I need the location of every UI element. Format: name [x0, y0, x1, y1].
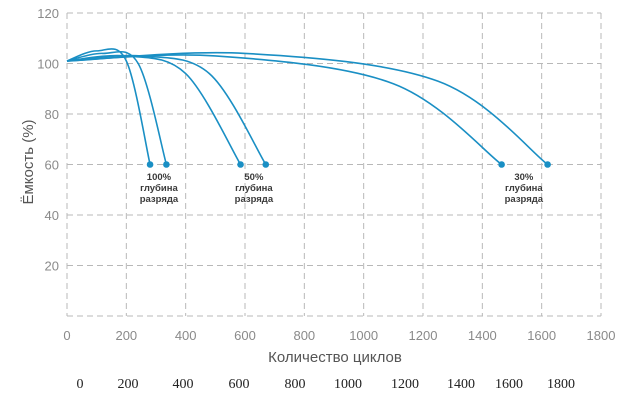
x-tick-label: 1200	[409, 328, 438, 343]
bottom-tick-label: 1200	[391, 377, 419, 392]
depth-annotation: 30% глубина разряда	[505, 172, 544, 205]
bottom-tick-label: 600	[229, 377, 250, 392]
depth-annotation: 100% глубина разряда	[140, 172, 179, 205]
x-tick-label: 0	[63, 328, 70, 343]
series-end-point	[146, 161, 154, 168]
series-end-point	[544, 161, 551, 168]
x-tick-label: 400	[175, 328, 197, 343]
x-tick-labels: 0 200 400 600 800 1000 1200 1400 1600 1800	[63, 328, 615, 343]
series-line	[66, 54, 503, 166]
bottom-tick-labels: 0 200 400 600 800 1000 1200 1400 1600 1800	[77, 377, 576, 392]
series-line	[66, 54, 267, 165]
bottom-tick-label: 0	[77, 377, 84, 392]
y-tick-label: 20	[45, 259, 59, 274]
x-tick-label: 1800	[587, 328, 616, 343]
series-line	[66, 54, 242, 165]
bottom-tick-label: 1600	[495, 377, 523, 392]
x-tick-label: 800	[293, 328, 315, 343]
series-line	[66, 48, 151, 165]
y-tick-label: 100	[37, 57, 59, 72]
annotation-line: разряда	[235, 194, 274, 205]
y-axis-label: Ёмкость (%)	[20, 119, 37, 204]
annotation-line: 30%	[514, 172, 534, 183]
bottom-tick-label: 800	[285, 377, 306, 392]
annotation-line: 100%	[147, 172, 172, 183]
bottom-tick-label: 1000	[334, 377, 362, 392]
bottom-tick-label: 400	[173, 377, 194, 392]
x-tick-label: 1000	[349, 328, 378, 343]
series-line	[66, 50, 168, 165]
annotation-line: глубина	[505, 183, 543, 194]
series-line	[66, 51, 549, 166]
series-end-point	[262, 161, 270, 168]
x-tick-label: 1400	[468, 328, 497, 343]
y-tick-labels: 20 40 60 80 100 120	[37, 6, 59, 274]
y-tick-label: 40	[45, 208, 59, 223]
bottom-tick-label: 200	[118, 377, 139, 392]
annotation-line: разряда	[505, 194, 544, 205]
series-lines	[66, 48, 549, 166]
annotation-line: разряда	[140, 194, 179, 205]
bottom-tick-label: 1400	[447, 377, 475, 392]
series-end-point	[498, 161, 505, 168]
y-tick-label: 60	[45, 158, 59, 173]
series-end-markers	[146, 161, 551, 168]
x-axis-label: Количество циклов	[268, 349, 402, 366]
annotation-line: 50%	[244, 172, 264, 183]
depth-annotation: 50% глубина разряда	[235, 172, 274, 205]
annotation-line: глубина	[140, 183, 178, 194]
y-tick-label: 120	[37, 6, 59, 21]
bottom-tick-label: 1800	[547, 377, 575, 392]
annotation-line: глубина	[235, 183, 273, 194]
y-tick-label: 80	[45, 107, 59, 122]
x-tick-label: 1600	[527, 328, 556, 343]
x-tick-label: 200	[115, 328, 137, 343]
x-tick-label: 600	[234, 328, 256, 343]
series-end-point	[237, 161, 244, 168]
series-end-point	[163, 161, 170, 168]
